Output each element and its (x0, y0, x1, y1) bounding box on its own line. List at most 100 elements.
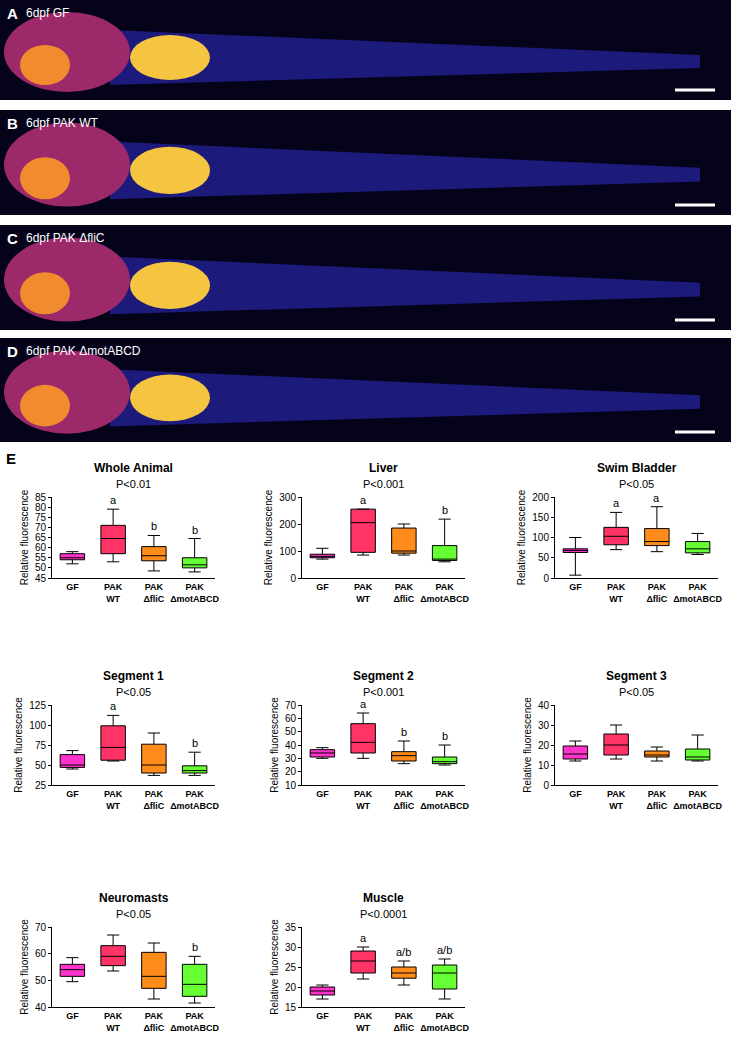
svg-text:PAKΔmotABCD: PAKΔmotABCD (420, 1011, 469, 1033)
svg-text:Whole Animal: Whole Animal (94, 461, 173, 475)
svg-text:PAKWT: PAKWT (354, 1011, 373, 1033)
svg-text:PAKWT: PAKWT (104, 582, 123, 604)
svg-text:80: 80 (35, 502, 47, 513)
svg-text:P<0.01: P<0.01 (116, 478, 151, 490)
svg-text:70: 70 (35, 522, 47, 533)
svg-text:Segment 2: Segment 2 (353, 669, 414, 683)
svg-text:GF: GF (316, 1011, 329, 1021)
svg-text:GF: GF (569, 789, 582, 799)
svg-text:PAKΔfliC: PAKΔfliC (393, 582, 414, 604)
svg-text:Relative fluorescence: Relative fluorescence (263, 489, 274, 585)
svg-text:10: 10 (538, 760, 550, 771)
svg-text:a: a (653, 492, 660, 504)
svg-text:a/b: a/b (396, 946, 411, 958)
svg-text:100: 100 (532, 532, 549, 543)
svg-text:b: b (192, 524, 198, 536)
svg-text:PAKΔfliC: PAKΔfliC (143, 582, 164, 604)
svg-text:A: A (7, 5, 18, 22)
svg-text:D: D (7, 343, 18, 360)
svg-text:PAKΔfliC: PAKΔfliC (646, 789, 667, 811)
svg-text:Segment 1: Segment 1 (103, 669, 164, 683)
svg-text:GF: GF (569, 582, 582, 592)
svg-text:50: 50 (285, 726, 297, 737)
svg-text:PAKΔmotABCD: PAKΔmotABCD (170, 1011, 219, 1033)
svg-text:50: 50 (35, 975, 47, 986)
svg-text:Segment 3: Segment 3 (606, 669, 667, 683)
svg-text:C: C (7, 230, 18, 247)
svg-text:P<0.0001: P<0.0001 (360, 908, 407, 920)
svg-text:a: a (360, 932, 367, 944)
svg-text:PAKΔfliC: PAKΔfliC (393, 1011, 414, 1033)
svg-text:a: a (360, 494, 367, 506)
svg-text:50: 50 (35, 562, 47, 573)
svg-text:Liver: Liver (369, 461, 398, 475)
svg-text:PAKΔmotABCD: PAKΔmotABCD (673, 789, 722, 811)
svg-text:125: 125 (29, 700, 46, 711)
svg-text:a: a (110, 700, 117, 712)
svg-text:b: b (192, 737, 198, 749)
svg-text:Muscle: Muscle (363, 891, 404, 905)
svg-text:75: 75 (35, 512, 47, 523)
svg-text:Relative fluorescence: Relative fluorescence (269, 919, 280, 1015)
svg-text:b: b (401, 726, 407, 738)
svg-text:30: 30 (285, 753, 297, 764)
svg-text:Relative fluorescence: Relative fluorescence (19, 489, 30, 585)
svg-text:GF: GF (316, 789, 329, 799)
svg-text:60: 60 (285, 713, 297, 724)
svg-text:PAKΔfliC: PAKΔfliC (393, 789, 414, 811)
svg-text:PAKΔfliC: PAKΔfliC (646, 582, 667, 604)
svg-text:PAKΔfliC: PAKΔfliC (143, 789, 164, 811)
svg-text:60: 60 (35, 542, 47, 553)
svg-text:GF: GF (66, 582, 79, 592)
svg-text:PAKΔmotABCD: PAKΔmotABCD (170, 789, 219, 811)
svg-text:E: E (6, 450, 16, 467)
svg-text:85: 85 (35, 492, 47, 503)
svg-text:6dpf PAK WT: 6dpf PAK WT (26, 116, 98, 130)
svg-text:Relative fluorescence: Relative fluorescence (19, 919, 30, 1015)
svg-text:45: 45 (35, 573, 47, 584)
svg-text:PAKΔfliC: PAKΔfliC (143, 1011, 164, 1033)
svg-text:55: 55 (35, 552, 47, 563)
svg-text:35: 35 (285, 922, 297, 933)
svg-text:B: B (7, 115, 18, 132)
svg-text:0: 0 (290, 573, 296, 584)
svg-text:75: 75 (35, 740, 47, 751)
svg-text:PAKΔmotABCD: PAKΔmotABCD (170, 582, 219, 604)
svg-text:b: b (442, 504, 448, 516)
svg-text:70: 70 (285, 700, 297, 711)
svg-text:PAKWT: PAKWT (354, 582, 373, 604)
svg-text:30: 30 (538, 720, 550, 731)
svg-text:P<0.001: P<0.001 (363, 686, 404, 698)
svg-text:25: 25 (35, 780, 47, 791)
svg-text:6dpf GF: 6dpf GF (26, 6, 69, 20)
svg-text:PAKWT: PAKWT (354, 789, 373, 811)
svg-text:20: 20 (285, 982, 297, 993)
svg-text:Neuromasts: Neuromasts (99, 891, 169, 905)
svg-text:0: 0 (543, 780, 549, 791)
svg-text:PAKΔmotABCD: PAKΔmotABCD (420, 582, 469, 604)
svg-text:15: 15 (285, 1002, 297, 1013)
svg-text:Relative fluorescence: Relative fluorescence (269, 697, 280, 793)
svg-text:P<0.05: P<0.05 (116, 908, 151, 920)
svg-text:PAKΔmotABCD: PAKΔmotABCD (673, 582, 722, 604)
svg-text:GF: GF (316, 582, 329, 592)
svg-text:40: 40 (538, 700, 550, 711)
svg-text:Relative fluorescence: Relative fluorescence (516, 489, 527, 585)
svg-text:P<0.05: P<0.05 (619, 686, 654, 698)
svg-text:P<0.001: P<0.001 (363, 478, 404, 490)
svg-text:100: 100 (29, 720, 46, 731)
svg-text:70: 70 (35, 922, 47, 933)
svg-text:PAKWT: PAKWT (104, 789, 123, 811)
svg-text:300: 300 (279, 492, 296, 503)
svg-text:P<0.05: P<0.05 (116, 686, 151, 698)
svg-text:GF: GF (66, 789, 79, 799)
svg-text:40: 40 (285, 740, 297, 751)
svg-text:0: 0 (543, 573, 549, 584)
svg-text:20: 20 (285, 766, 297, 777)
svg-text:b: b (151, 520, 157, 532)
svg-text:150: 150 (532, 512, 549, 523)
svg-text:65: 65 (35, 532, 47, 543)
svg-text:10: 10 (285, 780, 297, 791)
svg-text:a: a (613, 497, 620, 509)
svg-text:50: 50 (538, 552, 550, 563)
